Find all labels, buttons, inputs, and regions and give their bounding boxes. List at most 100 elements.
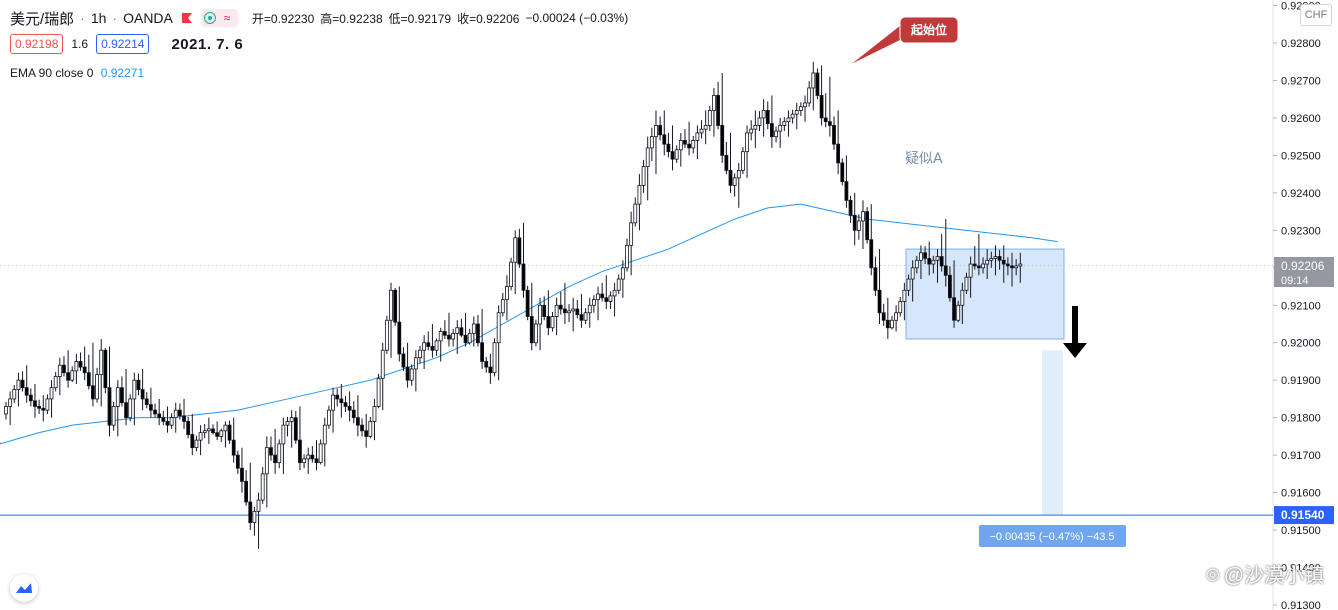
candle[interactable]	[327, 387, 335, 433]
candle[interactable]	[641, 136, 650, 201]
candle[interactable]	[865, 204, 874, 276]
candle[interactable]	[890, 305, 898, 332]
candle[interactable]	[981, 249, 990, 280]
candle[interactable]	[45, 380, 54, 418]
ask-button[interactable]: 0.92214	[96, 34, 150, 54]
candle[interactable]	[169, 402, 178, 433]
candle[interactable]	[277, 417, 286, 474]
candle[interactable]	[509, 230, 518, 295]
candle[interactable]	[674, 132, 683, 167]
candle[interactable]	[625, 211, 634, 276]
candle[interactable]	[873, 249, 882, 324]
currency-tag[interactable]: CHF	[1300, 4, 1332, 26]
candle[interactable]	[1005, 252, 1014, 287]
candle[interactable]	[484, 353, 493, 384]
symbol-name[interactable]: 美元/瑞郎	[10, 10, 75, 28]
candle[interactable]	[616, 260, 625, 298]
candle[interactable]	[244, 462, 253, 531]
candle[interactable]	[790, 102, 799, 130]
candle[interactable]	[500, 275, 509, 321]
candle[interactable]	[608, 282, 617, 317]
candle[interactable]	[575, 294, 584, 328]
candle[interactable]	[923, 241, 932, 276]
candle[interactable]	[161, 406, 170, 433]
candle[interactable]	[401, 342, 410, 388]
candle[interactable]	[972, 234, 981, 276]
candle[interactable]	[393, 286, 402, 362]
bid-button[interactable]: 0.92198	[10, 34, 64, 54]
candle[interactable]	[360, 413, 369, 448]
candle[interactable]	[86, 342, 95, 407]
candle[interactable]	[20, 365, 29, 403]
candle[interactable]	[318, 417, 327, 467]
candle[interactable]	[525, 282, 534, 351]
candle[interactable]	[600, 275, 609, 310]
candle[interactable]	[426, 324, 435, 358]
candle[interactable]	[252, 492, 261, 549]
candle[interactable]	[716, 72, 725, 163]
candle[interactable]	[1014, 252, 1023, 283]
candle[interactable]	[451, 320, 460, 354]
candle[interactable]	[948, 260, 956, 328]
candle[interactable]	[732, 162, 741, 208]
candle[interactable]	[53, 357, 62, 396]
candle[interactable]	[269, 428, 278, 474]
candle[interactable]	[219, 421, 228, 448]
candle[interactable]	[103, 346, 112, 437]
candle[interactable]	[62, 350, 70, 388]
candle[interactable]	[707, 87, 716, 137]
tradingview-logo-icon[interactable]	[10, 574, 38, 602]
candle[interactable]	[774, 117, 783, 148]
candle[interactable]	[906, 260, 915, 302]
candle[interactable]	[517, 222, 526, 298]
candle[interactable]	[782, 110, 791, 137]
candle[interactable]	[95, 338, 104, 407]
candle[interactable]	[343, 391, 352, 422]
candle[interactable]	[128, 372, 137, 426]
candle[interactable]	[832, 110, 841, 175]
candle[interactable]	[12, 372, 21, 407]
candle[interactable]	[260, 436, 269, 508]
candle[interactable]	[964, 256, 973, 298]
candle[interactable]	[335, 383, 344, 418]
candle[interactable]	[211, 421, 220, 441]
candle[interactable]	[658, 110, 667, 156]
candle[interactable]	[558, 282, 567, 324]
candle[interactable]	[459, 312, 468, 347]
candle[interactable]	[409, 350, 418, 392]
candle[interactable]	[881, 297, 890, 339]
candle[interactable]	[434, 327, 443, 362]
candle[interactable]	[202, 417, 211, 444]
candle[interactable]	[384, 282, 393, 358]
market-status-pill[interactable]: ≈	[200, 9, 238, 27]
candle[interactable]	[666, 125, 675, 171]
candle[interactable]	[476, 309, 485, 369]
candle[interactable]	[823, 76, 832, 137]
candle[interactable]	[591, 286, 600, 321]
candle[interactable]	[898, 282, 907, 321]
indicator-legend[interactable]: EMA 90 close 0 0.92271	[10, 66, 144, 80]
candle[interactable]	[153, 398, 162, 426]
candle[interactable]	[37, 395, 46, 422]
candle[interactable]	[136, 368, 145, 411]
candle[interactable]	[418, 335, 427, 369]
candle[interactable]	[144, 387, 153, 418]
candle[interactable]	[633, 174, 642, 231]
interval-label[interactable]: 1h	[90, 10, 107, 26]
candle[interactable]	[567, 297, 576, 332]
candle[interactable]	[683, 121, 691, 156]
candle[interactable]	[467, 316, 476, 347]
candle[interactable]	[798, 95, 807, 122]
candle[interactable]	[914, 245, 923, 280]
candle[interactable]	[186, 413, 195, 456]
candle[interactable]	[70, 353, 79, 384]
candle[interactable]	[757, 99, 766, 137]
candle[interactable]	[442, 312, 451, 347]
candle[interactable]	[807, 61, 816, 111]
candle[interactable]	[749, 110, 758, 148]
candle[interactable]	[111, 380, 120, 437]
candle[interactable]	[376, 342, 385, 411]
candle[interactable]	[285, 410, 294, 448]
candle[interactable]	[997, 245, 1006, 283]
candle[interactable]	[931, 249, 940, 283]
